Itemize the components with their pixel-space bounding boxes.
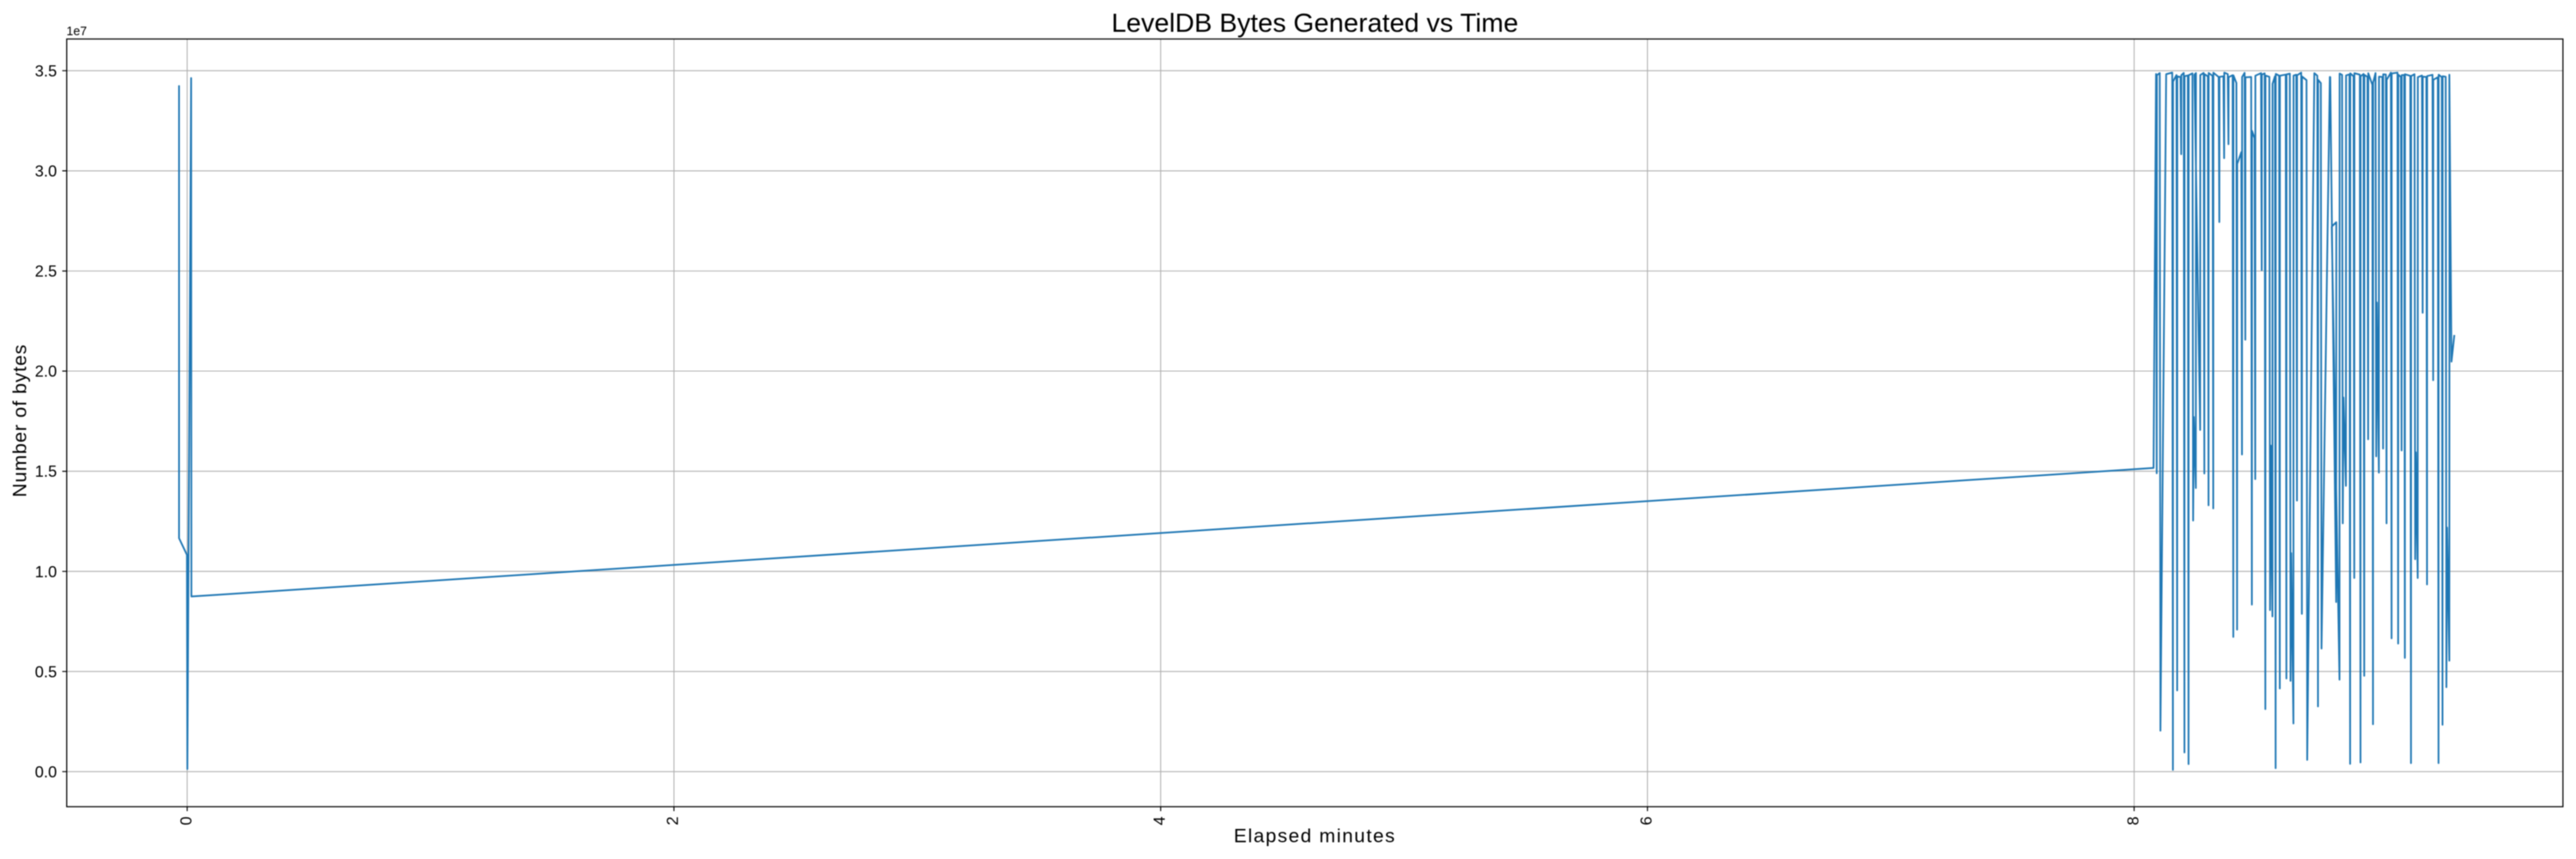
svg-text:1.5: 1.5 [35, 462, 58, 480]
svg-text:Number of bytes: Number of bytes [9, 344, 31, 497]
svg-text:3.0: 3.0 [35, 162, 58, 180]
svg-text:0: 0 [177, 817, 195, 825]
svg-text:2.0: 2.0 [35, 362, 58, 381]
svg-text:6: 6 [1637, 817, 1655, 825]
svg-text:2.5: 2.5 [35, 262, 58, 280]
svg-text:1.0: 1.0 [35, 563, 58, 581]
svg-text:3.5: 3.5 [35, 62, 58, 80]
svg-text:Elapsed minutes: Elapsed minutes [1234, 825, 1396, 846]
svg-text:0.5: 0.5 [35, 662, 58, 680]
svg-text:8: 8 [2123, 817, 2142, 825]
svg-text:4: 4 [1151, 817, 1169, 825]
svg-text:LevelDB Bytes Generated vs Tim: LevelDB Bytes Generated vs Time [1111, 8, 1518, 38]
svg-text:1e7: 1e7 [66, 25, 87, 39]
svg-text:2: 2 [664, 817, 682, 825]
svg-text:0.0: 0.0 [35, 763, 58, 781]
